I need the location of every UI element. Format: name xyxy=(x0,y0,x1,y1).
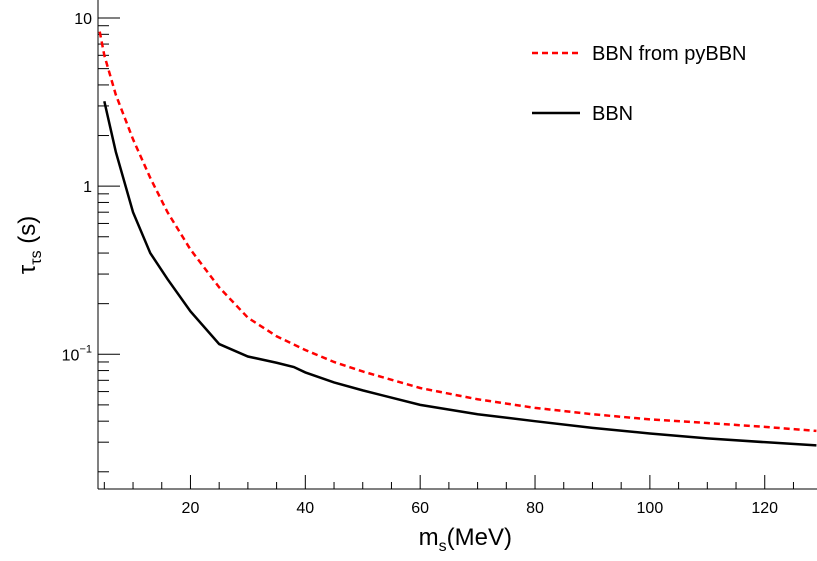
legend-label: BBN from pyBBN xyxy=(592,43,746,65)
series-line xyxy=(103,100,817,447)
x-tick-label: 40 xyxy=(296,500,314,517)
plot-area xyxy=(98,31,817,447)
axes: 20 40 60 80 100 120 10−1 1 10 xyxy=(62,0,817,517)
x-tick-label: 20 xyxy=(182,500,200,517)
y-tick-label: 10 xyxy=(74,11,92,28)
x-axis-label: ms(MeV) xyxy=(419,524,512,555)
x-tick-label: 60 xyxy=(411,500,429,517)
y-tick-label: 1 xyxy=(83,179,92,196)
x-tick-label: 80 xyxy=(526,500,544,517)
x-tick-label: 120 xyxy=(751,500,778,517)
y-tick-label: 10−1 xyxy=(62,343,92,364)
x-tick-label: 100 xyxy=(637,500,664,517)
legend: BBN from pyBBN BBN xyxy=(532,43,746,125)
legend-label: BBN xyxy=(592,103,633,125)
series-line xyxy=(98,31,817,433)
y-axis-label: ττs (s) xyxy=(14,216,45,274)
